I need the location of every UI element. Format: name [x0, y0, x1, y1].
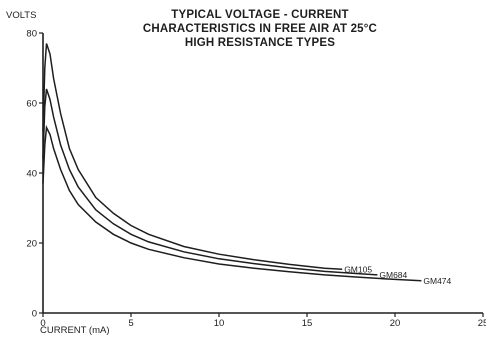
series-label-gm105: GM105	[344, 264, 372, 274]
y-tick-label: 20	[26, 239, 37, 250]
series-label-gm684: GM684	[379, 270, 407, 280]
x-axis-label: CURRENT (mA)	[40, 325, 110, 336]
series-label-gm474: GM474	[423, 276, 451, 286]
y-tick-label: 0	[32, 309, 37, 320]
x-tick-label: 15	[302, 318, 313, 329]
y-axis-label: VOLTS	[6, 10, 36, 21]
series-labels: GM105 GM684 GM474	[344, 264, 451, 286]
chart-title: TYPICAL VOLTAGE - CURRENT CHARACTERISTIC…	[143, 9, 377, 49]
x-tick-label: 25	[478, 318, 486, 329]
y-tick-label: 80	[26, 29, 37, 40]
ticks: 0 20 40 60 80 0 5 10 15 20 25	[26, 29, 486, 330]
title-line-2: CHARACTERISTICS IN FREE AIR AT 25°C	[143, 23, 377, 35]
x-tick-label: 0	[40, 318, 45, 329]
y-tick-label: 40	[26, 169, 37, 180]
x-tick-label: 10	[214, 318, 225, 329]
title-line-1: TYPICAL VOLTAGE - CURRENT	[171, 9, 349, 21]
y-tick-label: 60	[26, 99, 37, 110]
title-line-3: HIGH RESISTANCE TYPES	[185, 37, 335, 49]
series-line-gm105	[42, 43, 343, 271]
series-group	[42, 43, 422, 282]
x-tick-label: 5	[128, 318, 133, 329]
series-line-gm684	[42, 88, 378, 276]
series-line-gm474	[42, 124, 422, 282]
x-tick-label: 20	[390, 318, 401, 329]
